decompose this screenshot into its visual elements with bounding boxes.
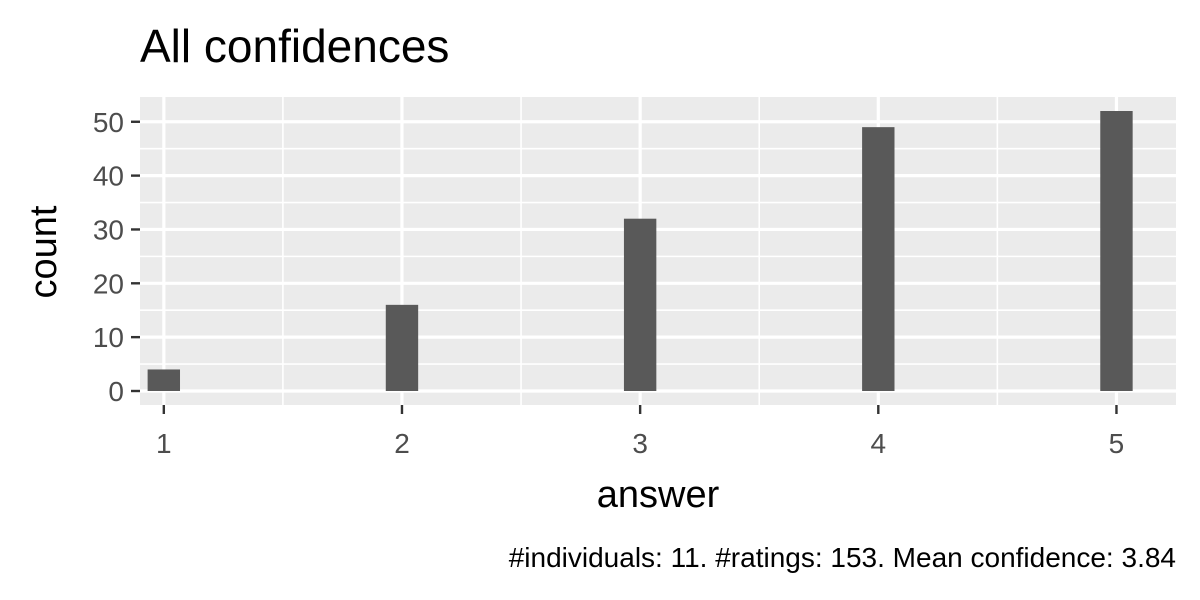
- y-axis: 0 10 20 30 40 50: [93, 107, 140, 407]
- y-axis-title: count: [23, 205, 65, 298]
- bar-4: [862, 127, 895, 392]
- chart-caption: #individuals: 11. #ratings: 153. Mean co…: [509, 542, 1176, 573]
- bar-3: [623, 218, 657, 391]
- bar-2: [385, 304, 419, 391]
- x-axis-title: answer: [597, 474, 720, 516]
- y-tick-label: 40: [93, 161, 124, 192]
- y-tick-label: 10: [93, 322, 124, 353]
- x-tick-label: 4: [871, 428, 887, 459]
- y-tick-label: 30: [93, 214, 124, 245]
- bar-1: [147, 369, 181, 391]
- chart-title: All confidences: [140, 20, 449, 72]
- bar-5: [1100, 111, 1133, 391]
- x-tick-label: 2: [394, 428, 410, 459]
- y-tick-label: 20: [93, 268, 124, 299]
- y-tick-label: 0: [108, 376, 124, 407]
- x-tick-label: 5: [1109, 428, 1125, 459]
- bars: [147, 111, 1133, 392]
- x-tick-label: 3: [632, 428, 648, 459]
- plot-panel: [140, 97, 1176, 405]
- minor-gridlines: [140, 97, 1176, 405]
- x-axis: 1 2 3 4 5: [156, 405, 1124, 459]
- y-tick-label: 50: [93, 107, 124, 138]
- x-tick-label: 1: [156, 428, 172, 459]
